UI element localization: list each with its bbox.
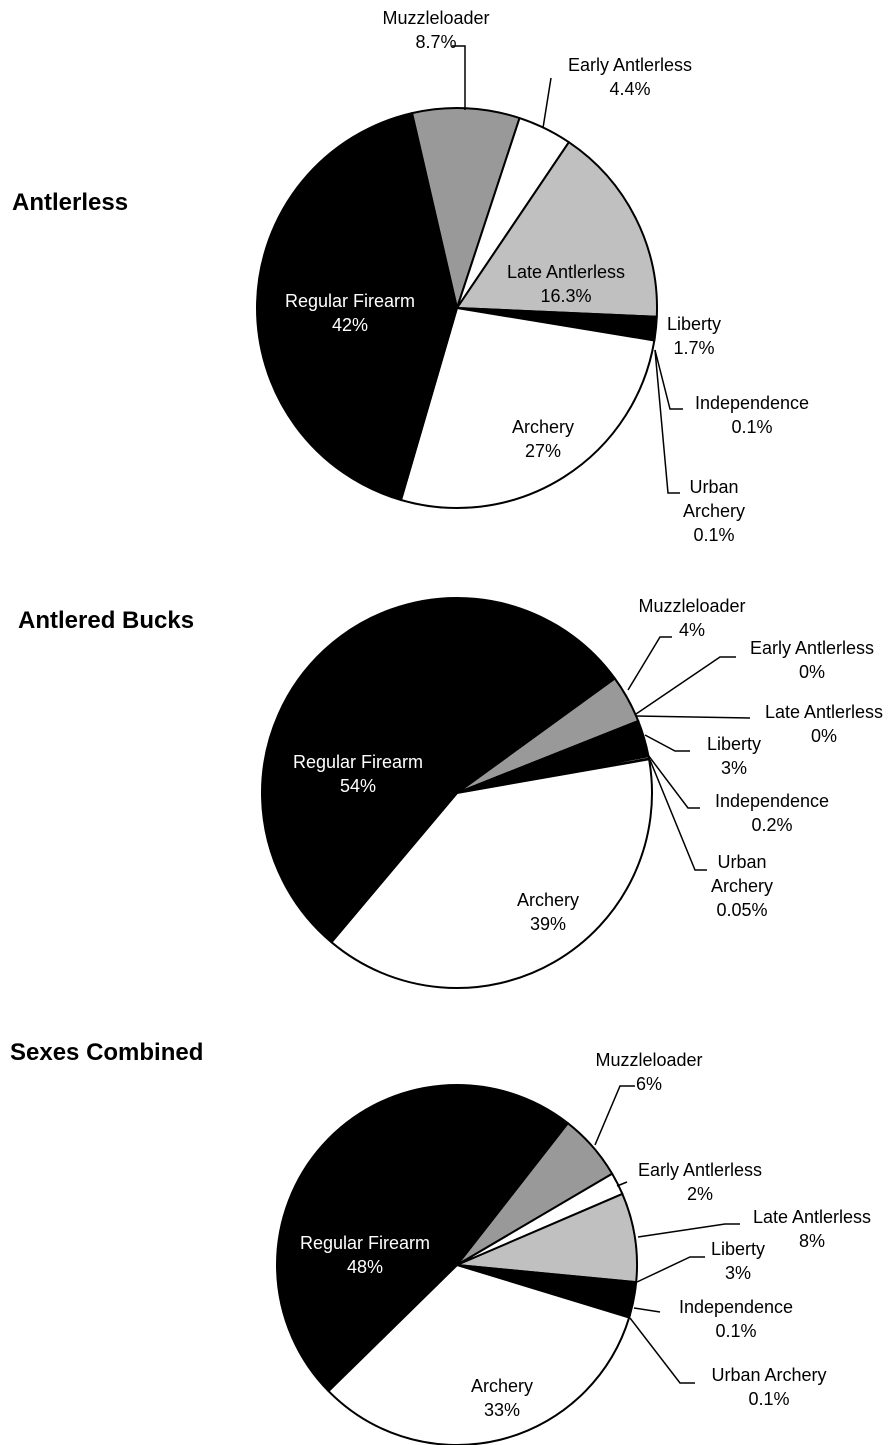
slice-value-label: 2% <box>687 1184 713 1204</box>
pie-slice <box>411 107 521 309</box>
chart-title: Antlered Bucks <box>18 607 194 634</box>
slice-label: Liberty <box>707 734 761 754</box>
leader-line <box>637 1223 740 1238</box>
slice-label: Liberty <box>667 314 721 334</box>
slice-value-label: 8% <box>799 1231 825 1251</box>
slice-label: Late Antlerless <box>765 702 883 722</box>
pie-slice <box>456 141 658 318</box>
slice-value-label: 0% <box>811 726 837 746</box>
slice-label: Independence <box>715 791 829 811</box>
pie-slice <box>400 307 656 509</box>
pie <box>256 107 658 509</box>
slice-label: Regular Firearm <box>285 291 415 311</box>
slice-value-label: 42% <box>332 315 368 335</box>
slice-value-label: 0% <box>799 662 825 682</box>
leader-line <box>594 1085 635 1146</box>
slice-label: Late Antlerless <box>753 1207 871 1227</box>
slice-value-label: 3% <box>725 1263 751 1283</box>
slice-value-label: 0.05% <box>716 900 767 920</box>
pie-slice <box>456 1192 638 1284</box>
leader-line <box>654 349 683 410</box>
pie-slice <box>261 597 616 944</box>
pie-slice <box>276 1084 569 1393</box>
slice-value-label: 27% <box>525 441 561 461</box>
slice-label: Muzzleloader <box>595 1050 702 1070</box>
leader-line <box>452 45 466 110</box>
pie-slice <box>256 112 458 502</box>
slice-label: Early Antlerless <box>638 1160 762 1180</box>
slice-label: Muzzleloader <box>638 596 745 616</box>
slice-label: Urban Archery <box>711 1365 826 1385</box>
leader-line <box>654 349 680 494</box>
slice-value-label: 4% <box>679 620 705 640</box>
slice-value-label: 33% <box>484 1400 520 1420</box>
slice-value-label: 4.4% <box>609 79 650 99</box>
leader-line <box>542 77 552 129</box>
slice-label: Early Antlerless <box>750 638 874 658</box>
slice-label: Urban Archery <box>711 852 773 896</box>
slice-value-label: 16.3% <box>540 286 591 306</box>
slice-label: Archery <box>471 1376 533 1396</box>
pie <box>276 1084 638 1445</box>
slice-value-label: 39% <box>530 914 566 934</box>
leader-line <box>644 734 690 752</box>
slice-label: Urban Archery <box>683 477 745 521</box>
leader-line <box>649 759 707 871</box>
slice-value-label: 8.7% <box>415 32 456 52</box>
leader-line <box>636 1256 705 1283</box>
slice-value-label: 6% <box>636 1074 662 1094</box>
slice-label: Regular Firearm <box>300 1233 430 1253</box>
leader-line <box>616 1181 628 1187</box>
slice-label: Muzzleloader <box>382 8 489 28</box>
leader-line <box>627 636 672 691</box>
pie-slice <box>327 1264 631 1445</box>
slice-value-label: 3% <box>721 758 747 778</box>
slice-value-label: 0.1% <box>748 1389 789 1409</box>
slice-value-label: 48% <box>347 1257 383 1277</box>
slice-value-label: 0.1% <box>693 525 734 545</box>
leader-line <box>635 715 751 719</box>
slice-label: Independence <box>679 1297 793 1317</box>
leader-line <box>633 1307 661 1313</box>
leader-line <box>647 754 700 809</box>
slice-label: Archery <box>512 417 574 437</box>
leader-line <box>629 1317 695 1384</box>
slice-value-label: 0.2% <box>751 815 792 835</box>
leader-line <box>635 656 736 715</box>
slice-value-label: 0.1% <box>731 417 772 437</box>
chart-title: Antlerless <box>12 189 128 216</box>
slice-label: Late Antlerless <box>507 262 625 282</box>
pie-slice <box>330 758 653 989</box>
slice-label: Early Antlerless <box>568 55 692 75</box>
slice-label: Independence <box>695 393 809 413</box>
slice-label: Liberty <box>711 1239 765 1259</box>
slice-label: Archery <box>517 890 579 910</box>
pie <box>261 597 653 989</box>
slice-value-label: 0.1% <box>715 1321 756 1341</box>
chart-title: Sexes Combined <box>10 1039 203 1066</box>
slice-value-label: 1.7% <box>673 338 714 358</box>
slice-value-label: 54% <box>340 776 376 796</box>
slice-label: Regular Firearm <box>293 752 423 772</box>
